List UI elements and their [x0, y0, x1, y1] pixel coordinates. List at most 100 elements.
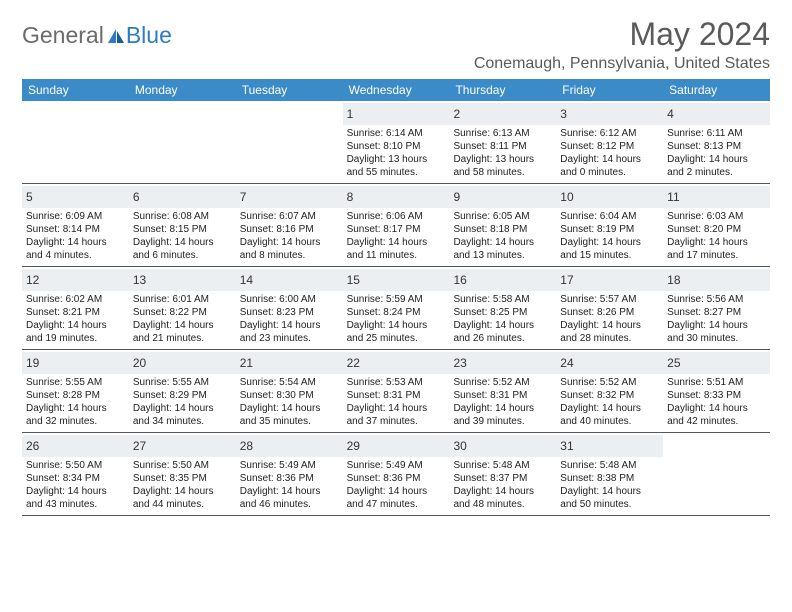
sunset-text: Sunset: 8:29 PM — [133, 389, 232, 402]
sunset-text: Sunset: 8:13 PM — [667, 140, 766, 153]
day-number: 25 — [667, 356, 680, 370]
daylight-text: Daylight: 14 hours and 15 minutes. — [560, 236, 659, 262]
day-number-bar: 10 — [556, 186, 663, 208]
day-number: 23 — [453, 356, 466, 370]
sunset-text: Sunset: 8:21 PM — [26, 306, 125, 319]
day-cell: 13 Sunrise: 6:01 AMSunset: 8:22 PMDayligh… — [129, 267, 236, 349]
day-number-bar: 5 — [22, 186, 129, 208]
day-number-bar: 19 — [22, 352, 129, 374]
day-info: Sunrise: 5:49 AMSunset: 8:36 PMDaylight:… — [347, 459, 446, 511]
day-info: Sunrise: 5:57 AMSunset: 8:26 PMDaylight:… — [560, 293, 659, 345]
day-number: 29 — [347, 439, 360, 453]
day-number: 13 — [133, 273, 146, 287]
day-info: Sunrise: 6:09 AMSunset: 8:14 PMDaylight:… — [26, 210, 125, 262]
day-cell: 9Sunrise: 6:05 AMSunset: 8:18 PMDaylight… — [449, 184, 556, 266]
daylight-text: Daylight: 14 hours and 47 minutes. — [347, 485, 446, 511]
day-cell — [663, 433, 770, 515]
day-cell — [236, 101, 343, 183]
day-number-bar: 31 — [556, 435, 663, 457]
day-number: 19 — [26, 356, 39, 370]
day-info: Sunrise: 6:03 AMSunset: 8:20 PMDaylight:… — [667, 210, 766, 262]
day-cell: 21Sunrise: 5:54 AMSunset: 8:30 PMDayligh… — [236, 350, 343, 432]
sunrise-text: Sunrise: 6:02 AM — [26, 293, 125, 306]
page-header: General Blue May 2024 Conemaugh, Pennsyl… — [22, 16, 770, 73]
day-number-bar: 14 — [236, 269, 343, 291]
sunset-text: Sunset: 8:12 PM — [560, 140, 659, 153]
day-number: 10 — [560, 190, 573, 204]
day-number: 6 — [133, 190, 140, 204]
day-number-bar: 29 — [343, 435, 450, 457]
day-number: 21 — [240, 356, 253, 370]
sunset-text: Sunset: 8:24 PM — [347, 306, 446, 319]
day-number-bar: 2 — [449, 103, 556, 125]
daylight-text: Daylight: 14 hours and 50 minutes. — [560, 485, 659, 511]
day-cell: 23Sunrise: 5:52 AMSunset: 8:31 PMDayligh… — [449, 350, 556, 432]
day-cell: 30Sunrise: 5:48 AMSunset: 8:37 PMDayligh… — [449, 433, 556, 515]
day-number-bar: 11 — [663, 186, 770, 208]
day-number-bar: 8 — [343, 186, 450, 208]
day-number: 16 — [453, 273, 466, 287]
day-number-bar: 13 — [129, 269, 236, 291]
day-cell: 18Sunrise: 5:56 AMSunset: 8:27 PMDayligh… — [663, 267, 770, 349]
daylight-text: Daylight: 14 hours and 44 minutes. — [133, 485, 232, 511]
daylight-text: Daylight: 14 hours and 39 minutes. — [453, 402, 552, 428]
day-cell: 14Sunrise: 6:00 AMSunset: 8:23 PMDayligh… — [236, 267, 343, 349]
day-number-bar: 17 — [556, 269, 663, 291]
daylight-text: Daylight: 14 hours and 26 minutes. — [453, 319, 552, 345]
sunrise-text: Sunrise: 5:56 AM — [667, 293, 766, 306]
day-info: Sunrise: 5:58 AMSunset: 8:25 PMDaylight:… — [453, 293, 552, 345]
calendar-grid: Sunday Monday Tuesday Wednesday Thursday… — [22, 79, 770, 516]
day-info: Sunrise: 6:12 AMSunset: 8:12 PMDaylight:… — [560, 127, 659, 179]
day-info: Sunrise: 5:59 AMSunset: 8:24 PMDaylight:… — [347, 293, 446, 345]
weekday-header: Friday — [556, 79, 663, 101]
daylight-text: Daylight: 14 hours and 35 minutes. — [240, 402, 339, 428]
day-number-bar: 12 — [22, 269, 129, 291]
day-number: 2 — [453, 107, 460, 121]
sunrise-text: Sunrise: 6:09 AM — [26, 210, 125, 223]
day-number-bar: 7 — [236, 186, 343, 208]
day-cell — [22, 101, 129, 183]
sunset-text: Sunset: 8:10 PM — [347, 140, 446, 153]
day-cell: 3Sunrise: 6:12 AMSunset: 8:12 PMDaylight… — [556, 101, 663, 183]
day-number-bar: 30 — [449, 435, 556, 457]
day-info: Sunrise: 6:01 AMSunset: 8:22 PMDaylight:… — [133, 293, 232, 345]
day-number: 26 — [26, 439, 39, 453]
daylight-text: Daylight: 14 hours and 25 minutes. — [347, 319, 446, 345]
day-cell: 24Sunrise: 5:52 AMSunset: 8:32 PMDayligh… — [556, 350, 663, 432]
sunset-text: Sunset: 8:34 PM — [26, 472, 125, 485]
day-number: 14 — [240, 273, 253, 287]
daylight-text: Daylight: 14 hours and 0 minutes. — [560, 153, 659, 179]
day-info: Sunrise: 6:14 AMSunset: 8:10 PMDaylight:… — [347, 127, 446, 179]
sunset-text: Sunset: 8:14 PM — [26, 223, 125, 236]
day-cell: 6Sunrise: 6:08 AMSunset: 8:15 PMDaylight… — [129, 184, 236, 266]
day-info: Sunrise: 6:07 AMSunset: 8:16 PMDaylight:… — [240, 210, 339, 262]
day-number-bar: 25 — [663, 352, 770, 374]
sunset-text: Sunset: 8:30 PM — [240, 389, 339, 402]
day-number-bar: 27 — [129, 435, 236, 457]
daylight-text: Daylight: 13 hours and 58 minutes. — [453, 153, 552, 179]
daylight-text: Daylight: 14 hours and 30 minutes. — [667, 319, 766, 345]
day-cell: 25Sunrise: 5:51 AMSunset: 8:33 PMDayligh… — [663, 350, 770, 432]
daylight-text: Daylight: 14 hours and 8 minutes. — [240, 236, 339, 262]
day-cell: 7Sunrise: 6:07 AMSunset: 8:16 PMDaylight… — [236, 184, 343, 266]
sunrise-text: Sunrise: 5:57 AM — [560, 293, 659, 306]
sunset-text: Sunset: 8:36 PM — [347, 472, 446, 485]
sunset-text: Sunset: 8:26 PM — [560, 306, 659, 319]
sunrise-text: Sunrise: 6:11 AM — [667, 127, 766, 140]
sunset-text: Sunset: 8:19 PM — [560, 223, 659, 236]
day-number: 12 — [26, 273, 39, 287]
weekday-header: Wednesday — [343, 79, 450, 101]
weekday-header: Monday — [129, 79, 236, 101]
day-number: 15 — [347, 273, 360, 287]
daylight-text: Daylight: 14 hours and 28 minutes. — [560, 319, 659, 345]
daylight-text: Daylight: 14 hours and 37 minutes. — [347, 402, 446, 428]
day-number: 20 — [133, 356, 146, 370]
day-cell: 27Sunrise: 5:50 AMSunset: 8:35 PMDayligh… — [129, 433, 236, 515]
day-number: 5 — [26, 190, 33, 204]
day-cell: 11Sunrise: 6:03 AMSunset: 8:20 PMDayligh… — [663, 184, 770, 266]
sunrise-text: Sunrise: 6:03 AM — [667, 210, 766, 223]
sunset-text: Sunset: 8:11 PM — [453, 140, 552, 153]
day-number-bar: 6 — [129, 186, 236, 208]
daylight-text: Daylight: 14 hours and 46 minutes. — [240, 485, 339, 511]
brand-logo: General Blue — [22, 22, 172, 49]
